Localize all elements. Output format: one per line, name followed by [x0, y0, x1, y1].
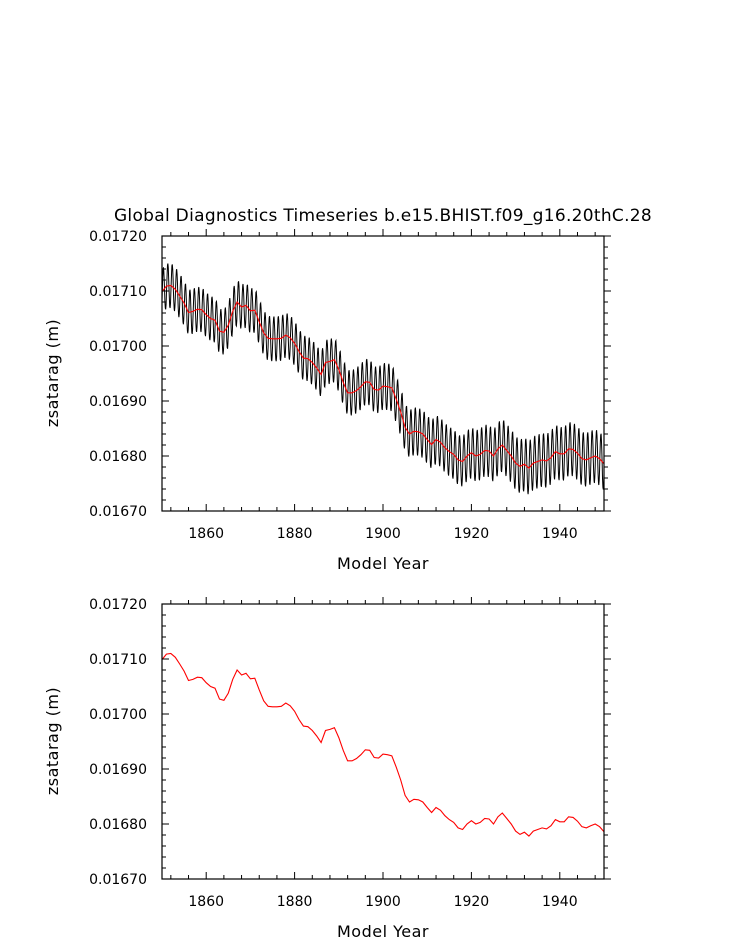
- y-tick-label: 0.01690: [89, 762, 147, 778]
- y-tick-label: 0.01700: [89, 339, 147, 355]
- x-tick-label: 1860: [188, 894, 224, 910]
- chart-title: Global Diagnostics Timeseries b.e15.BHIS…: [114, 206, 652, 226]
- y-tick-label: 0.01720: [89, 229, 147, 245]
- bottom-x-axis-label: Model Year: [337, 922, 429, 941]
- y-tick-label: 0.01710: [89, 652, 147, 668]
- x-tick-label: 1940: [542, 526, 578, 542]
- y-tick-label: 0.01680: [89, 817, 147, 833]
- y-tick-label: 0.01670: [89, 504, 147, 520]
- x-tick-label: 1920: [454, 894, 490, 910]
- y-tick-label: 0.01690: [89, 394, 147, 410]
- top-ticks-group: 1860 1880 1900 1920 1940 0.01670 0.01680 0.0169…: [89, 229, 611, 542]
- top-x-axis-label: Model Year: [337, 554, 429, 573]
- x-tick-label: 1900: [365, 526, 401, 542]
- x-tick-label: 1860: [188, 526, 224, 542]
- top-series-group: [161, 263, 605, 495]
- annual-mean-series-line: [161, 652, 605, 837]
- monthly-series-line: [161, 263, 605, 495]
- y-tick-label: 0.01720: [89, 597, 147, 613]
- y-tick-label: 0.01680: [89, 449, 147, 465]
- y-tick-label: 0.01670: [89, 872, 147, 888]
- bottom-panel: 1860 1880 1900 1920 1940 0.01670 0.01680 0.0169…: [43, 597, 611, 941]
- x-tick-label: 1920: [454, 526, 490, 542]
- x-tick-label: 1880: [277, 526, 313, 542]
- top-plot-frame: [161, 235, 605, 512]
- bottom-y-axis-label: zsatarag (m): [43, 687, 62, 795]
- bottom-series-group: [161, 652, 605, 837]
- bottom-ticks-group: 1860 1880 1900 1920 1940 0.01670 0.01680 0.0169…: [89, 597, 611, 910]
- y-tick-label: 0.01710: [89, 284, 147, 300]
- top-panel: Global Diagnostics Timeseries b.e15.BHIS…: [43, 206, 652, 573]
- y-tick-label: 0.01700: [89, 707, 147, 723]
- bottom-plot-frame: [161, 603, 605, 880]
- top-y-axis-label: zsatarag (m): [43, 319, 62, 427]
- annual-mean-series-line: [161, 284, 605, 469]
- x-tick-label: 1940: [542, 894, 578, 910]
- x-tick-label: 1900: [365, 894, 401, 910]
- x-tick-label: 1880: [277, 894, 313, 910]
